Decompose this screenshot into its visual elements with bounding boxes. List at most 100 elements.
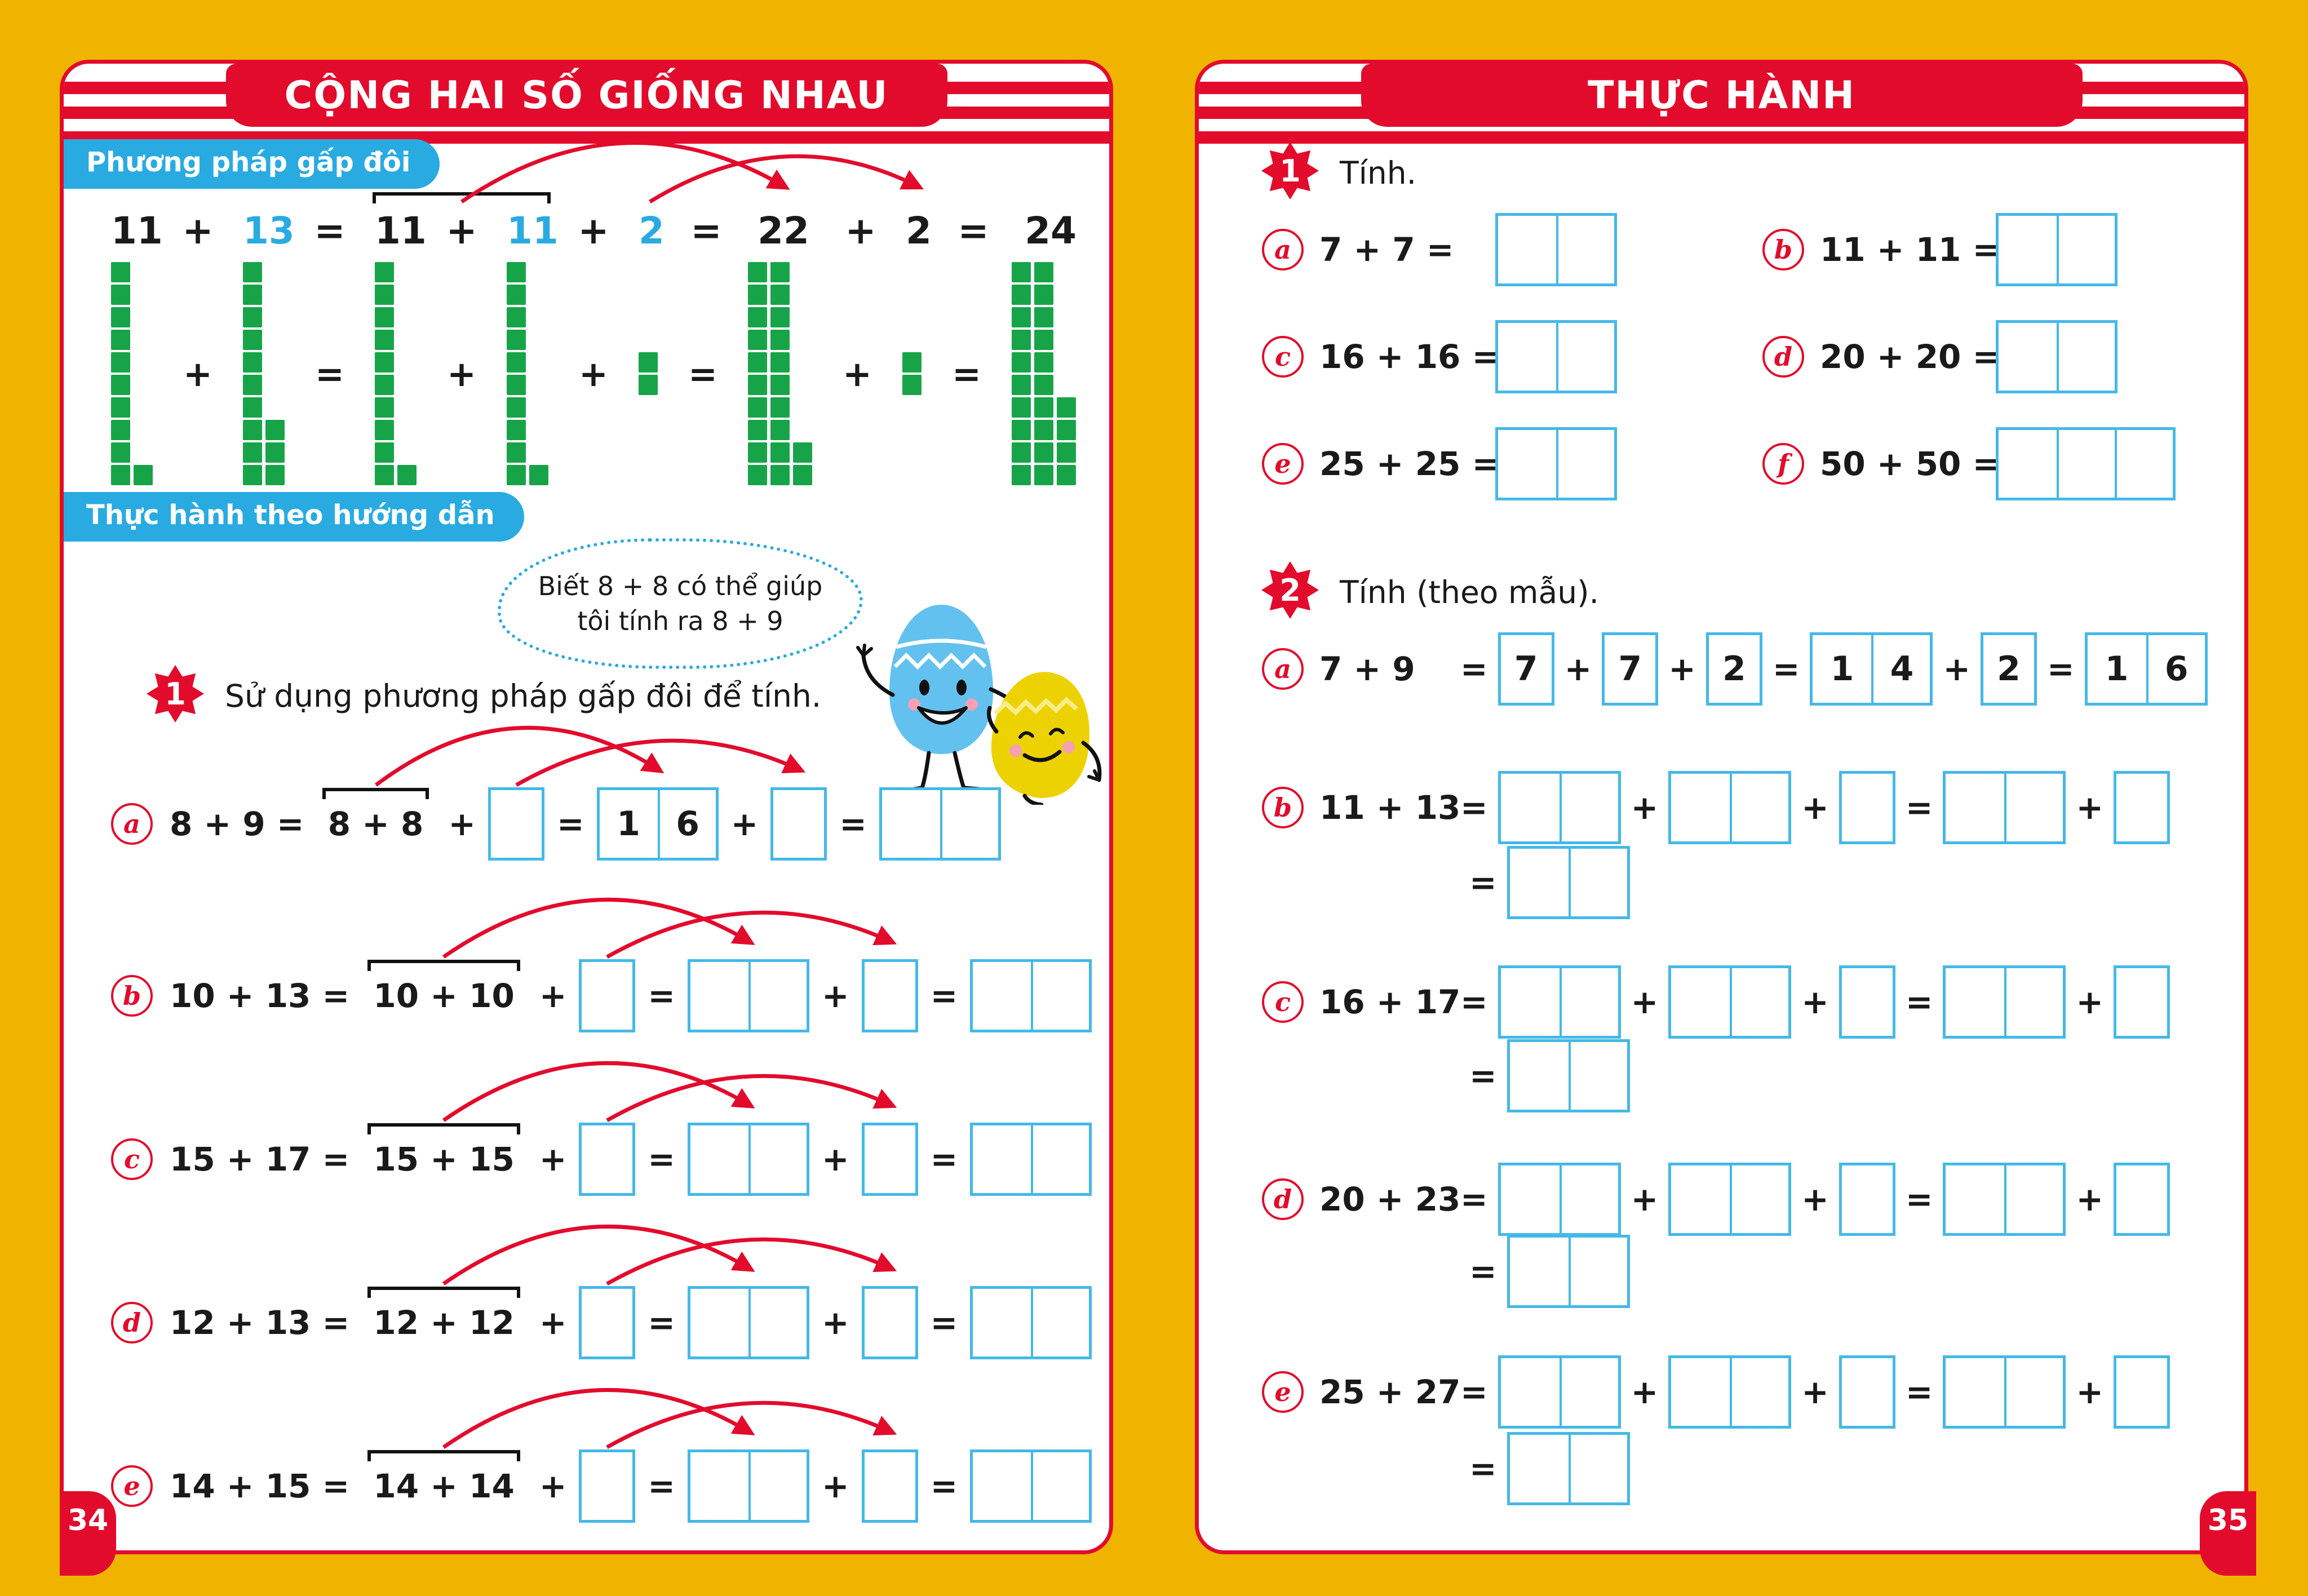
answer-cell[interactable] <box>1498 323 1556 391</box>
answer-cell[interactable] <box>2057 323 2115 391</box>
ex1-answer-box[interactable] <box>1996 320 2117 393</box>
answer-cell[interactable] <box>1501 1165 1560 1233</box>
answer-cell[interactable] <box>1559 774 1618 841</box>
ex2-answer-box[interactable] <box>1943 771 2066 844</box>
answer-cell[interactable] <box>973 962 1031 1030</box>
ex2-answer-box[interactable]: 7 <box>1602 632 1659 706</box>
answer-cell[interactable] <box>1730 1165 1788 1233</box>
answer-cell[interactable] <box>940 790 998 858</box>
addend-box[interactable] <box>579 959 636 1032</box>
ex2-result-box[interactable] <box>1507 1039 1630 1112</box>
ex2-answer-box[interactable] <box>2114 1355 2170 1429</box>
answer-cell[interactable] <box>1501 968 1560 1036</box>
ex2-answer-box[interactable] <box>1668 965 1792 1039</box>
answer-cell[interactable]: 1 <box>2105 649 2129 689</box>
answer-cell[interactable] <box>1510 1042 1569 1110</box>
ex2-answer-box[interactable] <box>1498 1355 1621 1429</box>
ex2-answer-box[interactable]: 7 <box>1498 632 1554 706</box>
answer-cell[interactable]: 6 <box>2146 635 2205 703</box>
answer-cell[interactable] <box>1501 1358 1560 1426</box>
answer-cell[interactable]: 6 <box>657 790 716 858</box>
double-sum-box[interactable] <box>688 1123 810 1196</box>
answer-cell[interactable] <box>1671 1165 1730 1233</box>
answer-cell[interactable] <box>748 1125 807 1193</box>
ex1-answer-box[interactable] <box>1495 427 1617 500</box>
answer-cell[interactable]: 4 <box>1871 635 1930 703</box>
answer-cell[interactable] <box>1559 1358 1618 1426</box>
addend-box[interactable] <box>861 1449 918 1523</box>
answer-cell[interactable] <box>1510 1238 1569 1305</box>
ex2-answer-box[interactable] <box>1839 1163 1895 1236</box>
addend-box[interactable] <box>579 1286 636 1359</box>
result-box[interactable] <box>879 787 1001 861</box>
answer-cell[interactable] <box>1999 430 2057 498</box>
answer-cell[interactable] <box>1671 1358 1730 1426</box>
ex2-result-box[interactable] <box>1507 1432 1630 1505</box>
answer-cell[interactable] <box>973 1125 1031 1193</box>
answer-cell[interactable] <box>690 962 748 1030</box>
addend-box[interactable] <box>579 1449 636 1523</box>
answer-cell[interactable]: 1 <box>1830 649 1854 689</box>
ex2-answer-box[interactable] <box>1943 1355 2066 1429</box>
ex2-answer-box[interactable] <box>1943 965 2066 1039</box>
answer-cell[interactable] <box>690 1125 748 1193</box>
result-box[interactable] <box>970 1123 1092 1196</box>
double-sum-box[interactable] <box>688 959 810 1032</box>
answer-cell[interactable]: 1 <box>617 804 640 844</box>
answer-cell[interactable] <box>1510 849 1569 916</box>
double-sum-box[interactable] <box>688 1286 810 1359</box>
answer-cell[interactable] <box>1730 968 1788 1036</box>
ex2-answer-box[interactable] <box>1668 1163 1792 1236</box>
result-box[interactable] <box>970 1449 1092 1523</box>
answer-cell[interactable] <box>2004 968 2063 1036</box>
ex2-answer-box[interactable]: 2 <box>1981 632 2037 706</box>
answer-cell[interactable] <box>1946 774 2004 841</box>
ex1-answer-box[interactable] <box>1495 213 1617 286</box>
answer-cell[interactable] <box>1946 968 2004 1036</box>
ex2-answer-box[interactable] <box>2114 965 2170 1039</box>
ex2-result-box[interactable] <box>1507 1235 1630 1308</box>
answer-cell[interactable] <box>1031 1452 1089 1520</box>
ex1-answer-box[interactable] <box>1996 213 2117 286</box>
answer-cell[interactable] <box>1946 1358 2004 1426</box>
answer-cell[interactable] <box>1498 216 1556 283</box>
answer-cell[interactable] <box>2057 430 2115 498</box>
ex2-answer-box[interactable] <box>1498 1163 1621 1236</box>
ex2-answer-box[interactable] <box>1498 771 1621 844</box>
answer-cell[interactable] <box>2004 774 2063 841</box>
addend-box[interactable] <box>861 959 918 1032</box>
ex2-answer-box[interactable] <box>1498 965 1621 1039</box>
ex2-answer-box[interactable]: 2 <box>1705 632 1762 706</box>
ex1-answer-box[interactable] <box>1996 427 2176 500</box>
answer-cell[interactable] <box>1031 1289 1089 1356</box>
answer-cell[interactable] <box>2004 1165 2063 1233</box>
answer-cell[interactable] <box>1031 962 1089 1030</box>
addend-box[interactable] <box>861 1286 918 1359</box>
double-sum-box[interactable] <box>688 1449 810 1523</box>
answer-cell[interactable] <box>1031 1125 1089 1193</box>
answer-cell[interactable] <box>748 962 807 1030</box>
result-box[interactable] <box>970 959 1092 1032</box>
ex2-answer-box[interactable] <box>2114 771 2170 844</box>
answer-cell[interactable] <box>1568 849 1627 916</box>
answer-cell[interactable] <box>2004 1358 2063 1426</box>
addend-box[interactable] <box>770 787 827 861</box>
addend-box[interactable] <box>861 1123 918 1196</box>
ex2-answer-box[interactable] <box>1839 771 1895 844</box>
ex2-answer-box[interactable] <box>1839 1355 1895 1429</box>
answer-cell[interactable] <box>2057 216 2115 283</box>
ex2-answer-box[interactable] <box>2114 1163 2170 1236</box>
ex2-result-box[interactable] <box>1507 846 1630 919</box>
result-box[interactable] <box>970 1286 1092 1359</box>
answer-cell[interactable] <box>973 1452 1031 1520</box>
answer-cell[interactable] <box>1556 430 1614 498</box>
answer-cell[interactable] <box>1498 430 1556 498</box>
answer-cell[interactable] <box>1999 323 2057 391</box>
answer-cell[interactable] <box>1730 774 1788 841</box>
answer-cell[interactable] <box>1946 1165 2004 1233</box>
answer-cell[interactable] <box>973 1289 1031 1356</box>
answer-cell[interactable] <box>1568 1042 1627 1110</box>
